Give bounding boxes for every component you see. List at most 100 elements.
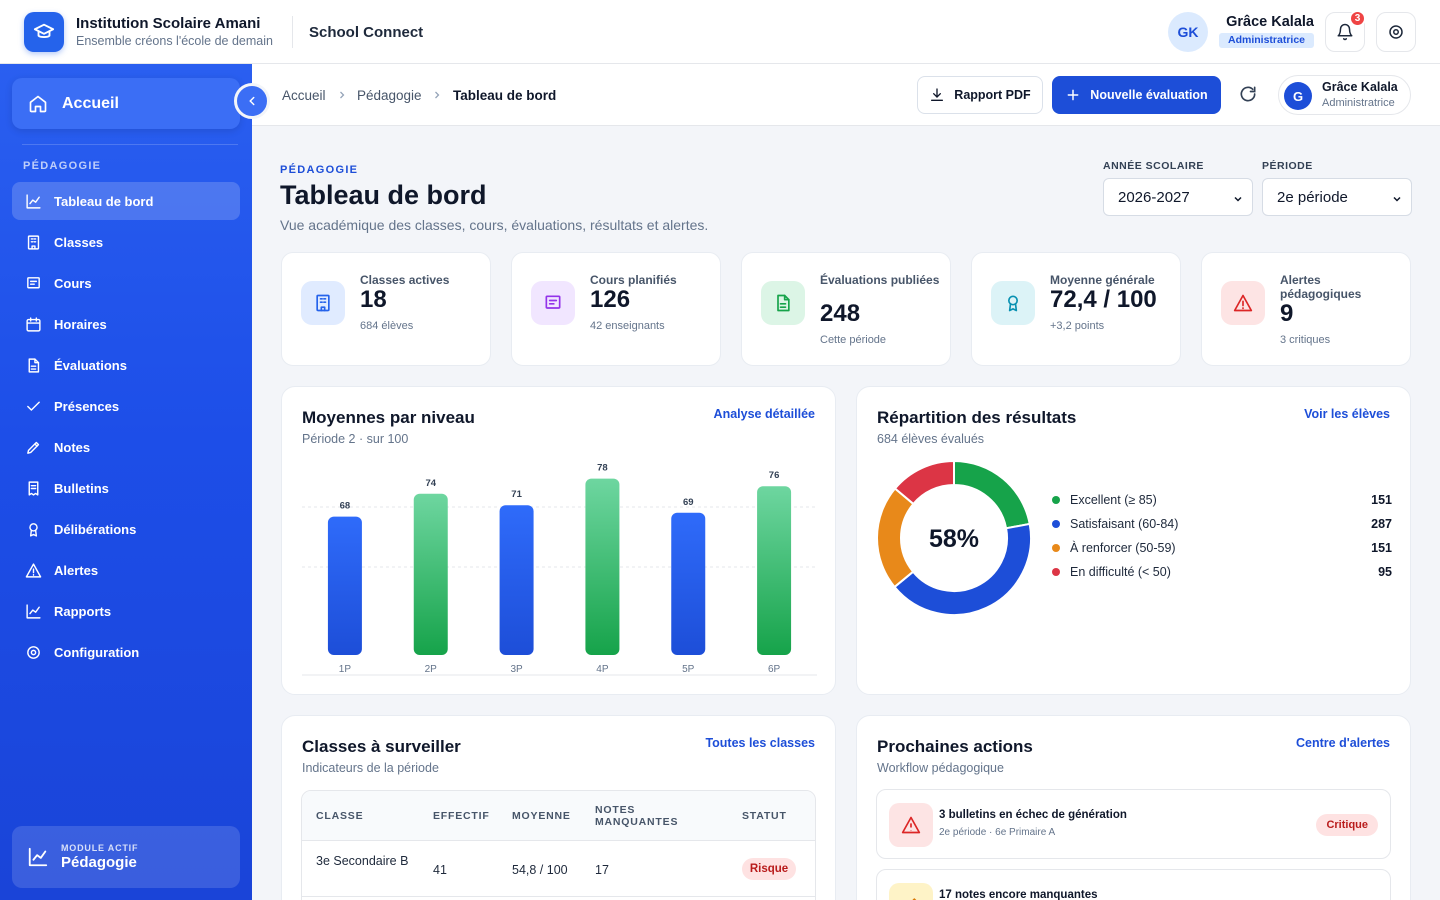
chevron-down-icon (1234, 196, 1242, 202)
sidebar-item-classes[interactable]: Classes (12, 223, 240, 261)
active-module-caption: MODULE ACTIF (61, 843, 139, 853)
bar-3P[interactable] (499, 505, 534, 655)
classes-card-title: Classes à surveiller (302, 737, 461, 756)
sidebar-item-tableau-de-bord[interactable]: Tableau de bord (12, 182, 240, 220)
refresh-icon (1240, 86, 1256, 102)
x-tick-label: 5P (682, 664, 695, 675)
donut-card-subtitle: 684 élèves évalués (877, 432, 985, 446)
action-item[interactable]: 17 notes encore manquantes (876, 869, 1391, 900)
chart-line-icon (26, 193, 41, 209)
sidebar-item-label: Configuration (54, 644, 140, 660)
legend-dot (1052, 544, 1060, 552)
donut-chart: 58% (876, 459, 1032, 616)
avatar: G (1284, 82, 1312, 110)
kpi-card[interactable]: Cours planifiés 126 42 enseignants (511, 252, 721, 366)
bar-6P[interactable] (757, 486, 792, 655)
bell-icon (1337, 23, 1353, 41)
donut-slice[interactable] (953, 459, 1031, 530)
sidebar-item-bulletins[interactable]: Bulletins (12, 469, 240, 507)
bar-value-label: 74 (425, 478, 436, 489)
cell-notes-manquantes: 17 (595, 863, 609, 877)
column-header-classe: CLASSE (316, 810, 364, 822)
chart-line-icon (28, 847, 48, 867)
sidebar-item-label: Alertes (54, 562, 99, 578)
sidebar-item-alertes[interactable]: Alertes (12, 551, 240, 589)
user-menu[interactable]: G Grâce Kalala Administratrice (1278, 75, 1411, 115)
kpi-card[interactable]: Moyenne générale 72,4 / 100 +3,2 points (971, 252, 1181, 366)
new-evaluation-button[interactable]: Nouvelle évaluation (1052, 76, 1221, 114)
sidebar-item-horaires[interactable]: Horaires (12, 305, 240, 343)
breadcrumb-home[interactable]: Accueil (282, 88, 326, 103)
sidebar-item-deliberations[interactable]: Délibérations (12, 510, 240, 548)
sidebar-collapse-button[interactable] (234, 83, 270, 119)
sidebar-item-notes[interactable]: Notes (12, 428, 240, 466)
kpi-value: 248 (820, 300, 861, 327)
year-select[interactable]: 2026-2027 (1103, 178, 1253, 216)
sidebar-item-rapports[interactable]: Rapports (12, 592, 240, 630)
all-classes-link[interactable]: Toutes les classes (705, 736, 815, 750)
legend-label: Excellent (≥ 85) (1070, 493, 1157, 507)
kpi-card[interactable]: Alertes pédagogiques 9 3 critiques (1201, 252, 1411, 366)
sidebar-home-button[interactable]: Accueil (12, 78, 240, 129)
legend-item: Satisfaisant (60-84) 287 (1052, 514, 1392, 534)
legend-count: 287 (1371, 517, 1392, 531)
refresh-button[interactable] (1238, 84, 1258, 104)
detailed-analysis-link[interactable]: Analyse détaillée (713, 407, 815, 421)
kpi-card[interactable]: Classes actives 18 684 élèves (281, 252, 491, 366)
actions-card-subtitle: Workflow pédagogique (877, 761, 1004, 775)
bar-1P[interactable] (327, 516, 362, 655)
bar-2P[interactable] (413, 493, 448, 655)
graduation-cap-icon[interactable] (24, 12, 64, 52)
chevron-right-icon (435, 91, 440, 99)
sidebar-item-presences[interactable]: Présences (12, 387, 240, 425)
sidebar-item-label: Présences (54, 398, 120, 414)
bar-4P[interactable] (585, 478, 620, 655)
x-tick-label: 3P (510, 664, 523, 675)
sidebar-item-label: Évaluations (54, 357, 127, 373)
award-icon (991, 281, 1035, 325)
view-students-link[interactable]: Voir les élèves (1304, 407, 1390, 421)
header-divider (292, 16, 293, 48)
download-icon (931, 88, 944, 101)
kpi-subtext: 3 critiques (1280, 334, 1331, 346)
column-header-notes-manquantes: NOTES MANQUANTES (595, 804, 679, 828)
pencil-icon (889, 883, 933, 900)
sidebar-item-cours[interactable]: Cours (12, 264, 240, 302)
sidebar-item-evaluations[interactable]: Évaluations (12, 346, 240, 384)
donut-slice[interactable] (876, 487, 915, 589)
gear-icon (27, 645, 40, 659)
donut-chart-card: Répartition des résultats 684 élèves éva… (856, 386, 1411, 695)
user-name[interactable]: Grâce Kalala (1226, 14, 1314, 30)
alert-triangle-icon (889, 803, 933, 847)
alerts-center-link[interactable]: Centre d'alertes (1296, 736, 1390, 750)
active-module-card[interactable]: MODULE ACTIF Pédagogie (12, 826, 240, 888)
kpi-value: 9 (1280, 300, 1294, 327)
period-select[interactable]: 2e période (1262, 178, 1412, 216)
donut-slice[interactable] (893, 459, 955, 506)
sidebar-item-label: Notes (54, 439, 91, 455)
kpi-card[interactable]: Évaluations publiées 248 Cette période (741, 252, 951, 366)
legend-label: Satisfaisant (60-84) (1070, 517, 1179, 531)
sidebar-item-label: Bulletins (54, 480, 109, 496)
sidebar-divider (22, 144, 238, 145)
settings-button[interactable] (1376, 12, 1416, 52)
actions-card-title: Prochaines actions (877, 737, 1033, 756)
action-item[interactable]: 3 bulletins en échec de génération 2e pé… (876, 789, 1391, 859)
sidebar-item-label: Classes (54, 234, 104, 250)
kpi-label: Moyenne générale (1050, 273, 1155, 287)
kpi-value: 126 (590, 286, 631, 313)
kpi-subtext: Cette période (820, 334, 887, 346)
legend-count: 151 (1371, 493, 1392, 507)
bar-value-label: 76 (769, 470, 780, 481)
sub-header: Accueil Pédagogie Tableau de bord (252, 64, 1440, 126)
sidebar-item-configuration[interactable]: Configuration (12, 633, 240, 671)
bar-5P[interactable] (671, 512, 706, 655)
period-select-label: PÉRIODE (1262, 160, 1313, 172)
breadcrumb-pedagogie[interactable]: Pédagogie (357, 88, 422, 103)
avatar[interactable]: GK (1168, 12, 1208, 52)
check-icon (27, 401, 40, 411)
user-menu-name: Grâce Kalala (1322, 80, 1398, 94)
home-icon (29, 95, 47, 112)
pdf-report-button[interactable]: Rapport PDF (917, 76, 1043, 114)
x-tick-label: 1P (339, 664, 352, 675)
